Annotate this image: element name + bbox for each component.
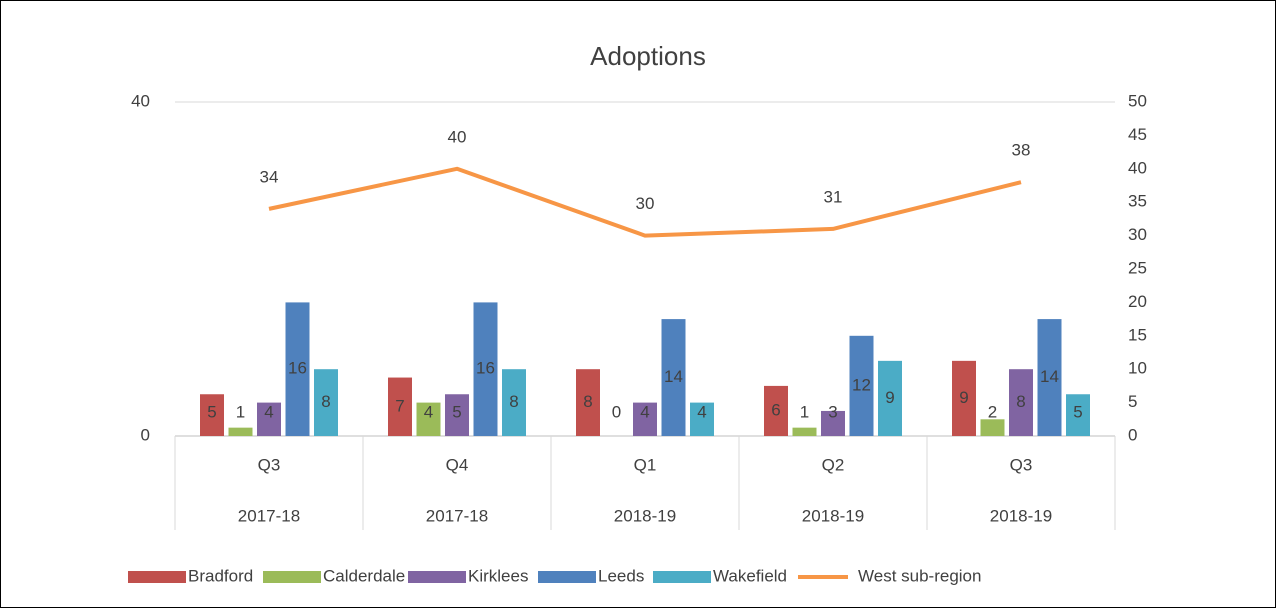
data-label: 1 bbox=[236, 402, 245, 421]
bar bbox=[445, 394, 469, 436]
legend-label: Bradford bbox=[188, 566, 253, 585]
legend-label: Calderdale bbox=[323, 566, 405, 585]
data-label: 8 bbox=[509, 392, 518, 411]
data-label: 30 bbox=[636, 194, 655, 213]
data-label: 14 bbox=[664, 367, 683, 386]
y2-tick-label: 20 bbox=[1128, 292, 1147, 311]
data-label: 8 bbox=[321, 392, 330, 411]
data-label: 16 bbox=[476, 359, 495, 378]
x-group-label: 2018-19 bbox=[990, 506, 1052, 525]
y2-tick-label: 50 bbox=[1128, 91, 1147, 110]
data-label: 2 bbox=[988, 402, 997, 421]
legend-swatch bbox=[653, 571, 711, 583]
data-label: 4 bbox=[640, 402, 649, 421]
legend-label: West sub-region bbox=[858, 566, 981, 585]
data-label: 4 bbox=[264, 402, 273, 421]
y2-tick-label: 40 bbox=[1128, 158, 1147, 177]
data-label: 16 bbox=[288, 359, 307, 378]
y2-tick-label: 25 bbox=[1128, 258, 1147, 277]
legend-swatch bbox=[538, 571, 596, 583]
x-tick-label: Q3 bbox=[1010, 455, 1033, 474]
bar bbox=[1009, 369, 1033, 436]
legend-label: Wakefield bbox=[713, 566, 787, 585]
data-label: 9 bbox=[885, 388, 894, 407]
y-tick-label: 40 bbox=[131, 91, 150, 110]
bar bbox=[764, 385, 788, 436]
bar bbox=[576, 369, 600, 436]
bar bbox=[952, 360, 976, 436]
bar bbox=[416, 402, 441, 436]
x-group-label: 2017-18 bbox=[426, 506, 488, 525]
y2-tick-label: 0 bbox=[1128, 425, 1137, 444]
legend-swatch bbox=[408, 571, 466, 583]
data-label: 40 bbox=[448, 127, 467, 146]
bar bbox=[690, 402, 714, 436]
data-label: 9 bbox=[959, 388, 968, 407]
chart-title: Adoptions bbox=[590, 41, 706, 71]
bar bbox=[228, 427, 253, 436]
legend-swatch bbox=[263, 571, 321, 583]
legend-label: Leeds bbox=[598, 566, 644, 585]
data-label: 1 bbox=[800, 402, 809, 421]
y2-tick-label: 15 bbox=[1128, 325, 1147, 344]
data-label: 5 bbox=[1073, 402, 1082, 421]
x-tick-label: Q3 bbox=[258, 455, 281, 474]
data-label: 38 bbox=[1012, 141, 1031, 160]
data-label: 5 bbox=[452, 402, 461, 421]
data-label: 7 bbox=[395, 396, 404, 415]
y2-tick-label: 30 bbox=[1128, 225, 1147, 244]
data-label: 3 bbox=[828, 402, 837, 421]
y2-tick-label: 10 bbox=[1128, 359, 1147, 378]
bar bbox=[257, 402, 281, 436]
legend-swatch bbox=[128, 571, 186, 583]
bar bbox=[200, 394, 224, 436]
data-label: 34 bbox=[260, 167, 279, 186]
legend-label: Kirklees bbox=[468, 566, 528, 585]
y2-tick-label: 5 bbox=[1128, 392, 1137, 411]
data-label: 31 bbox=[824, 187, 843, 206]
x-group-label: 2018-19 bbox=[802, 506, 864, 525]
line bbox=[268, 166, 1022, 238]
y2-tick-label: 35 bbox=[1128, 192, 1147, 211]
bar bbox=[473, 302, 498, 436]
bar bbox=[878, 360, 902, 436]
data-label: 4 bbox=[424, 402, 433, 421]
data-label: 4 bbox=[697, 402, 706, 421]
bar bbox=[661, 319, 686, 436]
data-label: 8 bbox=[1016, 392, 1025, 411]
x-tick-label: Q4 bbox=[446, 455, 469, 474]
bar bbox=[502, 369, 526, 436]
bar bbox=[388, 377, 412, 436]
data-label: 14 bbox=[1040, 367, 1059, 386]
x-group-label: 2018-19 bbox=[614, 506, 676, 525]
bar bbox=[792, 427, 817, 436]
bar bbox=[849, 335, 874, 436]
bar bbox=[285, 302, 310, 436]
bar bbox=[1066, 394, 1090, 436]
data-label: 5 bbox=[207, 402, 216, 421]
bar bbox=[1037, 319, 1062, 436]
bar bbox=[314, 369, 338, 436]
bar bbox=[821, 410, 845, 436]
data-label: 0 bbox=[612, 402, 621, 421]
bar bbox=[633, 402, 657, 436]
data-label: 6 bbox=[771, 400, 780, 419]
x-tick-label: Q1 bbox=[634, 455, 657, 474]
data-label: 12 bbox=[852, 375, 871, 394]
y-tick-label: 0 bbox=[141, 425, 150, 444]
y2-tick-label: 45 bbox=[1128, 125, 1147, 144]
x-tick-label: Q2 bbox=[822, 455, 845, 474]
data-label: 8 bbox=[583, 392, 592, 411]
bar bbox=[980, 419, 1005, 436]
x-group-label: 2017-18 bbox=[238, 506, 300, 525]
